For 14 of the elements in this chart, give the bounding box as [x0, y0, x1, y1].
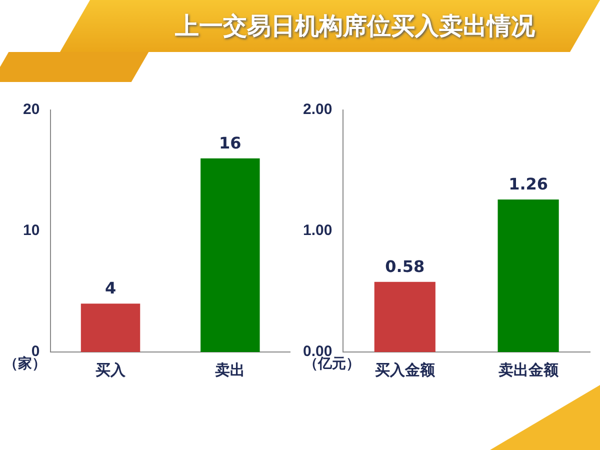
x-tick-label: 买入 — [96, 362, 127, 380]
data-label: 4 — [104, 278, 116, 298]
x-tick-label: 卖出 — [215, 362, 246, 380]
y-tick-label: 2.00 — [302, 101, 332, 118]
data-label: 1.26 — [508, 174, 548, 194]
x-tick-label: 买入金额 — [374, 361, 436, 380]
y-tick-label: 1.00 — [302, 222, 332, 240]
x-tick-label: 卖出金额 — [498, 361, 560, 380]
data-label: 16 — [219, 133, 242, 152]
data-label: 0.58 — [385, 256, 425, 276]
y-axis-title: （家） — [4, 355, 46, 372]
text: 上一交易日机构席位买入卖出情况 — [174, 11, 536, 42]
y-tick-label: 20 — [22, 101, 40, 118]
y-tick-label: 10 — [22, 222, 40, 240]
